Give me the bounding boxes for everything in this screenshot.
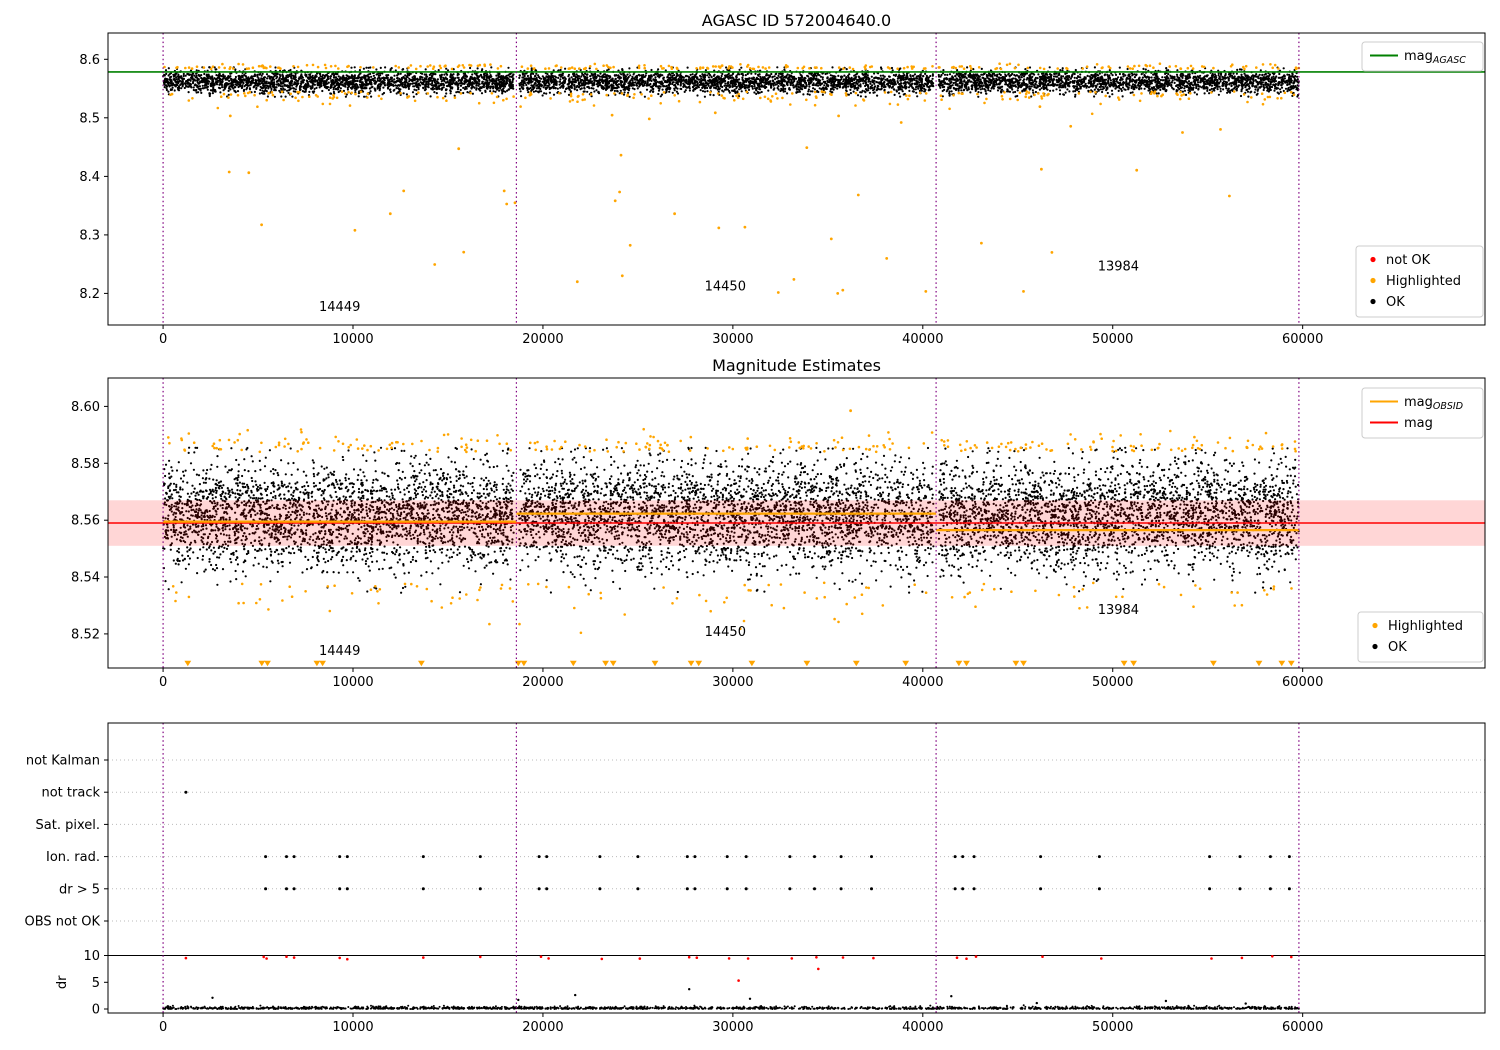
panel2-title: Magnitude Estimates — [712, 356, 881, 375]
obsid-boundary-lines — [162, 378, 1300, 668]
x-axis-3: 0 10000 20000 30000 40000 50000 60000 — [159, 1013, 1323, 1035]
flag-row-gridlines — [108, 759, 1485, 922]
not-track-flags — [184, 790, 188, 794]
y-axis-1: 8.28.38.48.58.6 — [79, 53, 108, 302]
dr-not-ok-points — [184, 955, 1293, 982]
obsid-boundary-lines — [162, 33, 1300, 325]
panel-flags: 0 10000 20000 30000 40000 50000 60000 not Kalma… — [25, 722, 1486, 1035]
dr-ok-points — [162, 988, 1300, 1010]
ok-points — [162, 66, 1300, 98]
mag-obsid-segments — [163, 512, 1299, 532]
panel1-title: AGASC ID 572004640.0 — [702, 11, 891, 30]
clipped-low-markers — [184, 660, 1295, 667]
ion-rad-flags — [264, 855, 1291, 859]
x-axis-2: 0 10000 20000 30000 40000 50000 60000 — [159, 668, 1323, 690]
dr-gt5-flags — [264, 887, 1291, 891]
highlighted-points — [163, 62, 1301, 295]
dr-axis-label: dr — [55, 975, 70, 989]
obsid-boundary-lines — [162, 723, 1300, 1013]
y-axis-2: 8.528.548.568.588.60 — [71, 400, 108, 642]
legend-mag-agasc: magAGASC — [1361, 41, 1484, 72]
x-axis-1: 0 10000 20000 30000 40000 50000 60000 — [159, 325, 1323, 347]
highlighted-points — [167, 409, 1297, 635]
